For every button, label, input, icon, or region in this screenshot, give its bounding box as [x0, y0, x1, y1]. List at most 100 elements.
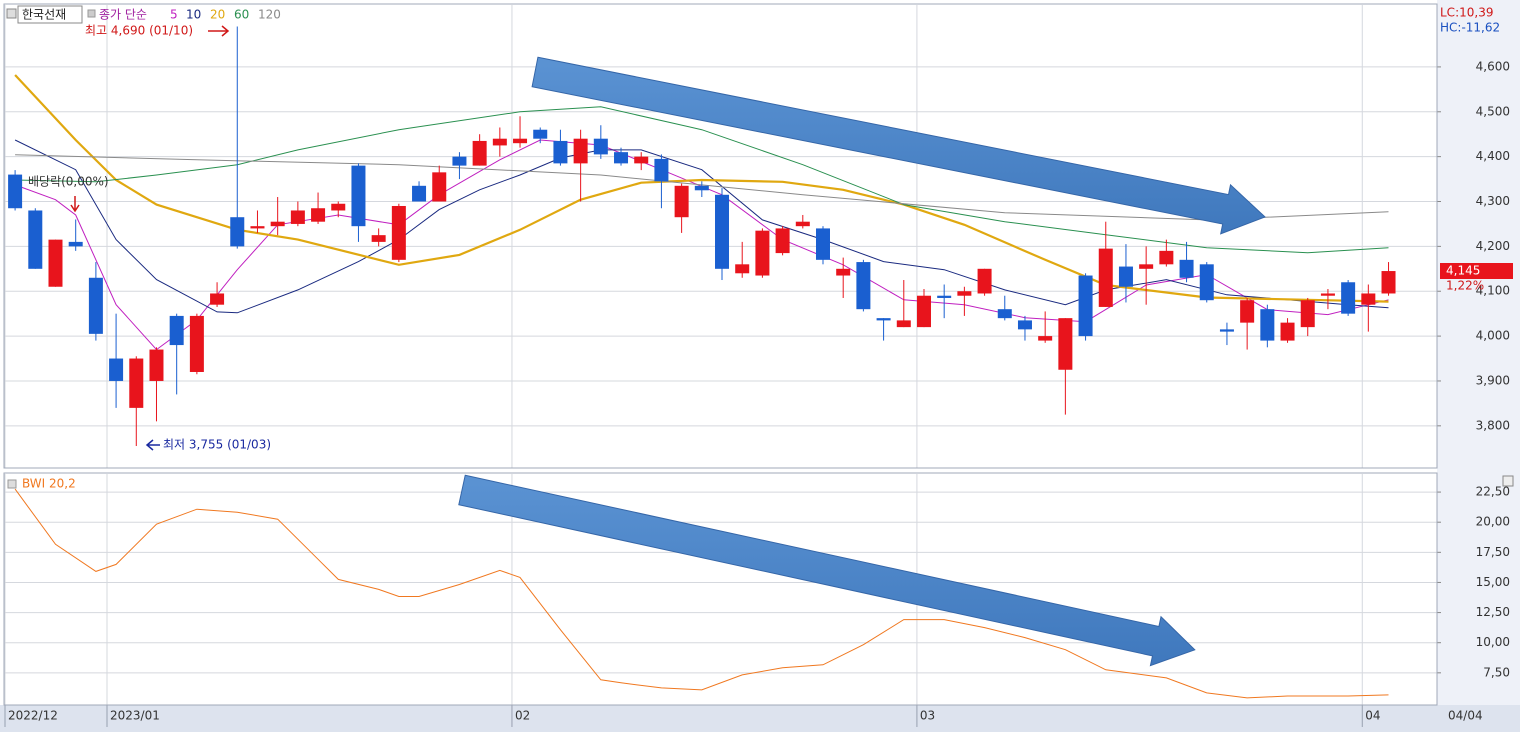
x-tick-label: 02 — [515, 709, 530, 723]
candle-body — [1038, 336, 1053, 341]
candle-body — [614, 152, 629, 164]
candle-body — [916, 295, 931, 328]
y-tick-label: 10,00 — [1476, 635, 1510, 649]
y-tick-label: 4,600 — [1476, 59, 1510, 73]
candle-body — [977, 268, 992, 294]
candle-body — [8, 174, 23, 209]
candle-body — [533, 129, 548, 139]
y-tick-label: 22,50 — [1476, 485, 1510, 499]
candle-body — [1320, 293, 1335, 296]
candle-body — [351, 165, 366, 227]
y-tick-label: 4,100 — [1476, 284, 1510, 298]
legend-entry: 5 — [170, 8, 178, 22]
close-button[interactable] — [1502, 475, 1514, 487]
last-price-label: 4,145 — [1446, 264, 1480, 278]
axis-background — [1437, 0, 1520, 732]
candle-body — [371, 235, 386, 242]
candle-body — [250, 226, 265, 229]
candle-body — [1361, 293, 1376, 305]
legend-title: 종가 단순 — [99, 8, 147, 22]
legend-entry: 20 — [210, 8, 225, 22]
candle-body — [129, 358, 144, 408]
candle-body — [412, 185, 427, 202]
last-price-box — [1440, 263, 1513, 279]
candle-body — [836, 268, 851, 276]
candle-body — [795, 221, 810, 227]
line — [15, 106, 1389, 254]
change-label: 1,22% — [1446, 279, 1484, 293]
candle-body — [48, 239, 63, 287]
candle-body — [1078, 275, 1093, 337]
candle-body — [775, 228, 790, 254]
candle-body — [492, 138, 507, 146]
dividend-arrow — [70, 196, 80, 213]
candle-body — [957, 291, 972, 296]
y-tick-label: 12,50 — [1476, 605, 1510, 619]
candle-body — [694, 185, 709, 191]
candle-body — [189, 315, 204, 372]
y-tick-label: 4,300 — [1476, 194, 1510, 208]
bwi-panel-border — [3, 472, 1438, 706]
candle-body — [1118, 266, 1133, 287]
candle-body — [755, 230, 770, 276]
y-tick-label: 4,400 — [1476, 149, 1510, 163]
y-tick-label: 20,00 — [1476, 515, 1510, 529]
y-tick-label: 17,50 — [1476, 545, 1510, 559]
candle-body — [68, 241, 83, 247]
candle-body — [1159, 250, 1174, 265]
candle-body — [472, 140, 487, 166]
y-tick-label: 3,900 — [1476, 373, 1510, 387]
price-panel-border — [3, 3, 1438, 469]
title-box — [17, 5, 83, 24]
line — [14, 488, 1389, 699]
low-arrow — [145, 439, 160, 451]
candle-body — [149, 349, 164, 381]
high-annotation: 최고 4,690 (01/10) — [85, 24, 193, 38]
candle-body — [1017, 320, 1032, 330]
candle-body — [432, 172, 447, 202]
candle-body — [1280, 322, 1295, 341]
chart-title: 한국선재 — [22, 8, 66, 22]
candle-body — [230, 217, 245, 247]
candle-body — [28, 210, 43, 269]
candle-body — [735, 264, 750, 274]
high-arrow — [208, 25, 230, 37]
candle-body — [513, 138, 528, 144]
candle-body — [593, 138, 608, 155]
candle-body — [1139, 264, 1154, 269]
panel-icon — [6, 8, 17, 19]
trend-arrow — [458, 474, 1196, 667]
low-annotation: 최저 3,755 (01/03) — [163, 438, 271, 452]
candle-body — [937, 295, 952, 298]
hc-label: HC:-11,62 — [1440, 21, 1500, 35]
candle-body — [876, 318, 891, 321]
candle-body — [1381, 271, 1396, 294]
y-tick-label: 4,500 — [1476, 104, 1510, 118]
candle-body — [88, 277, 103, 334]
date-axis-background — [0, 705, 1520, 732]
lc-label: LC:10,39 — [1440, 6, 1493, 20]
candle-body — [856, 262, 871, 310]
candle-body — [1260, 309, 1275, 341]
candle-body — [1240, 300, 1255, 323]
candle-body — [654, 158, 669, 182]
candle-body — [1199, 264, 1214, 301]
x-tick-label: 2022/12 — [8, 709, 58, 723]
candle-body — [674, 185, 689, 218]
candle-body — [331, 203, 346, 211]
candle-body — [1098, 248, 1113, 307]
legend-entry: 10 — [186, 8, 201, 22]
candle-body — [391, 205, 406, 260]
bwi-legend: BWI 20,2 — [22, 477, 76, 491]
candle-body — [290, 210, 305, 224]
legend-icon — [87, 9, 96, 18]
candle-body — [573, 138, 588, 164]
y-tick-label: 4,000 — [1476, 329, 1510, 343]
candle-body — [1219, 329, 1234, 332]
x-tick-label: 2023/01 — [110, 709, 160, 723]
y-tick-label: 15,00 — [1476, 575, 1510, 589]
legend-entry: 120 — [258, 8, 281, 22]
candle-body — [311, 208, 326, 222]
candle-body — [1058, 318, 1073, 370]
